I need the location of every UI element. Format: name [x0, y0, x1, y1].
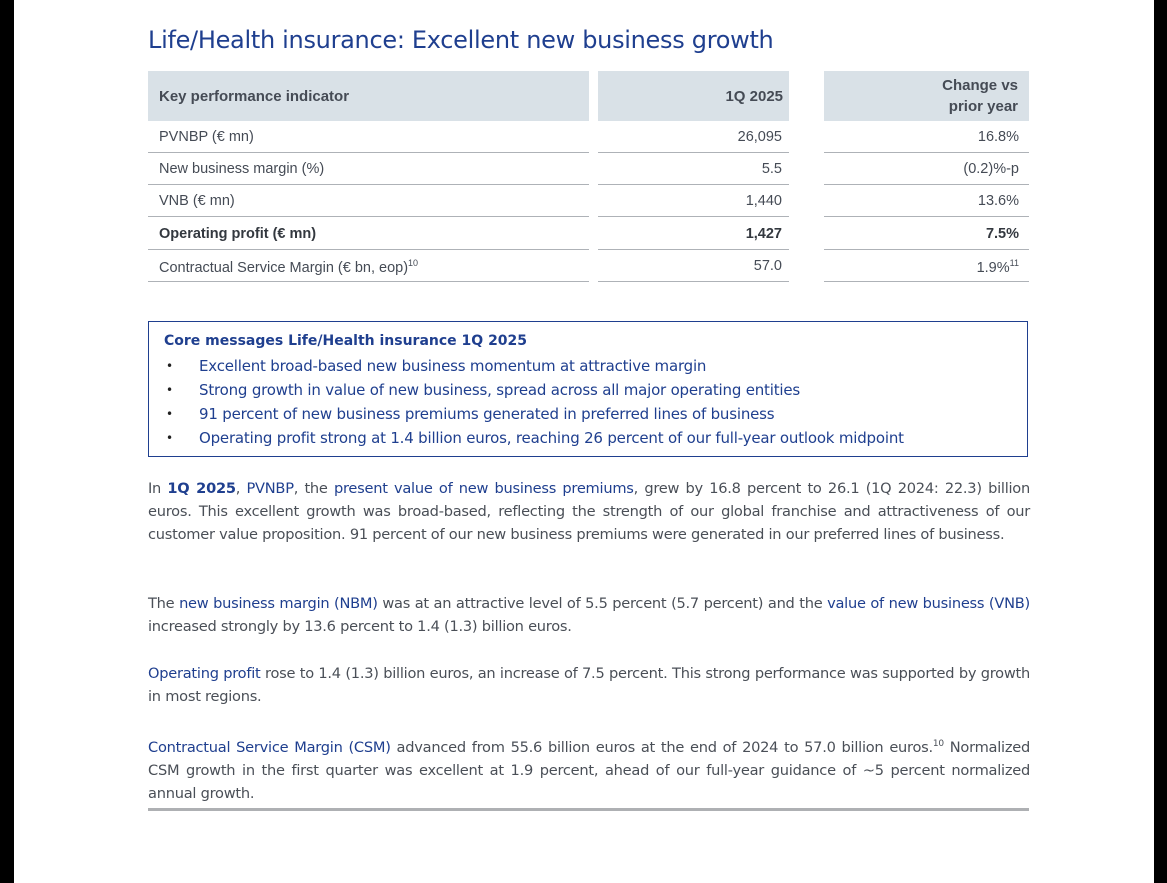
row-divider	[148, 216, 589, 217]
row-change: 7.5%	[985, 226, 1019, 242]
table-row: Contractual Service Margin (€ bn, eop)10…	[14, 250, 1154, 282]
row-value: 1,440	[745, 193, 782, 209]
header-bar-period	[598, 71, 789, 121]
bullet-icon: •	[166, 359, 173, 373]
bullet-icon: •	[166, 383, 173, 397]
row-divider	[598, 249, 789, 250]
core-messages-title: Core messages Life/Health insurance 1Q 2…	[164, 333, 528, 349]
row-change: 1.9%11	[977, 258, 1019, 276]
paragraph-pvnbp: In 1Q 2025, PVNBP, the present value of …	[148, 477, 1030, 546]
row-value: 57.0	[753, 258, 782, 274]
row-label-text: Contractual Service Margin (€ bn, eop)	[159, 260, 409, 276]
text-run: Normalized CSM growth in the first quart…	[148, 739, 1031, 802]
row-divider	[598, 184, 789, 185]
text-run: In	[148, 480, 168, 497]
footnote-ref: 11	[1009, 258, 1019, 268]
list-item: • Excellent broad-based new business mome…	[164, 357, 904, 381]
row-divider	[148, 249, 589, 250]
text-run: was at an attractive level of 5.5 percen…	[377, 595, 828, 612]
term-operating-profit: Operating profit	[148, 665, 261, 682]
table-row: Operating profit (€ mn) 1,427 7.5%	[14, 218, 1154, 250]
row-divider	[148, 184, 589, 185]
row-label: Contractual Service Margin (€ bn, eop)10	[159, 258, 418, 276]
text-run: The	[148, 595, 180, 612]
column-header-period: 1Q 2025	[725, 88, 783, 105]
row-divider	[598, 281, 789, 282]
core-messages-box: Core messages Life/Health insurance 1Q 2…	[148, 321, 1028, 457]
column-header-change-line2: prior year	[948, 98, 1018, 115]
text-run: , grew by 16.8 percent to 26.1 (1Q 2024:…	[148, 480, 1030, 543]
row-label: Operating profit (€ mn)	[159, 226, 317, 242]
row-change: (0.2)%-p	[963, 161, 1019, 177]
text-run: advanced from 55.6 billion euros at the …	[390, 739, 934, 756]
list-item: • Operating profit strong at 1.4 billion …	[164, 429, 904, 453]
header-bar-kpi	[148, 71, 589, 121]
text-run: rose to 1.4 (1.3) billion euros, an incr…	[148, 665, 1031, 705]
text-run: , the	[293, 480, 334, 497]
page-title: Life/Health insurance: Excellent new bus…	[148, 26, 774, 54]
row-change: 16.8%	[977, 129, 1019, 145]
term-pvnbp-long: present value of new business premiums	[333, 480, 634, 497]
table-row: VNB (€ mn) 1,440 13.6%	[14, 185, 1154, 217]
row-divider	[148, 281, 589, 282]
paragraph-csm: Contractual Service Margin (CSM) advance…	[148, 733, 1030, 805]
column-header-change-line1: Change vs	[942, 77, 1018, 94]
row-change-text: 1.9%	[976, 260, 1010, 276]
header-bar-change	[824, 71, 1029, 121]
bottom-rule	[148, 808, 1029, 811]
term-nbm: new business margin (NBM)	[179, 595, 378, 612]
report-page: Life/Health insurance: Excellent new bus…	[14, 0, 1154, 883]
table-row: PVNBP (€ mn) 26,095 16.8%	[14, 121, 1154, 153]
bullet-icon: •	[166, 407, 173, 421]
row-value: 1,427	[745, 226, 782, 242]
row-label: PVNBP (€ mn)	[159, 129, 254, 145]
list-item: • Strong growth in value of new business,…	[164, 381, 904, 405]
core-messages-list: • Excellent broad-based new business mome…	[164, 357, 904, 453]
paragraph-operating-profit: Operating profit rose to 1.4 (1.3) billi…	[148, 662, 1030, 708]
text-run: increased strongly by 13.6 percent to 1.…	[148, 618, 572, 635]
term-pvnbp: PVNBP	[246, 480, 294, 497]
list-item-text: 91 percent of new business premiums gene…	[199, 405, 775, 423]
list-item: • 91 percent of new business premiums gen…	[164, 405, 904, 429]
row-divider	[148, 152, 589, 153]
term-vnb: value of new business (VNB)	[827, 595, 1030, 612]
row-value: 26,095	[737, 129, 782, 145]
column-header-change: Change vs prior year	[942, 75, 1018, 117]
row-divider	[824, 152, 1029, 153]
row-value: 5.5	[761, 161, 782, 177]
row-label: VNB (€ mn)	[159, 193, 235, 209]
row-change: 13.6%	[977, 193, 1019, 209]
row-divider	[598, 216, 789, 217]
footnote-ref: 10	[408, 258, 419, 268]
row-divider	[824, 216, 1029, 217]
highlight-period: 1Q 2025	[167, 480, 236, 497]
row-divider	[598, 152, 789, 153]
column-header-kpi: Key performance indicator	[159, 88, 350, 105]
list-item-text: Strong growth in value of new business, …	[199, 381, 800, 399]
list-item-text: Operating profit strong at 1.4 billion e…	[199, 429, 904, 447]
row-label: New business margin (%)	[159, 161, 325, 177]
bullet-icon: •	[166, 431, 173, 445]
paragraph-nbm: The new business margin (NBM) was at an …	[148, 592, 1030, 638]
footnote-ref: 10	[932, 739, 944, 749]
term-csm: Contractual Service Margin (CSM)	[148, 739, 391, 756]
row-divider	[824, 249, 1029, 250]
list-item-text: Excellent broad-based new business momen…	[199, 357, 707, 375]
row-divider	[824, 184, 1029, 185]
text-run: ,	[235, 480, 247, 497]
table-row: New business margin (%) 5.5 (0.2)%-p	[14, 153, 1154, 185]
row-divider	[824, 281, 1029, 282]
